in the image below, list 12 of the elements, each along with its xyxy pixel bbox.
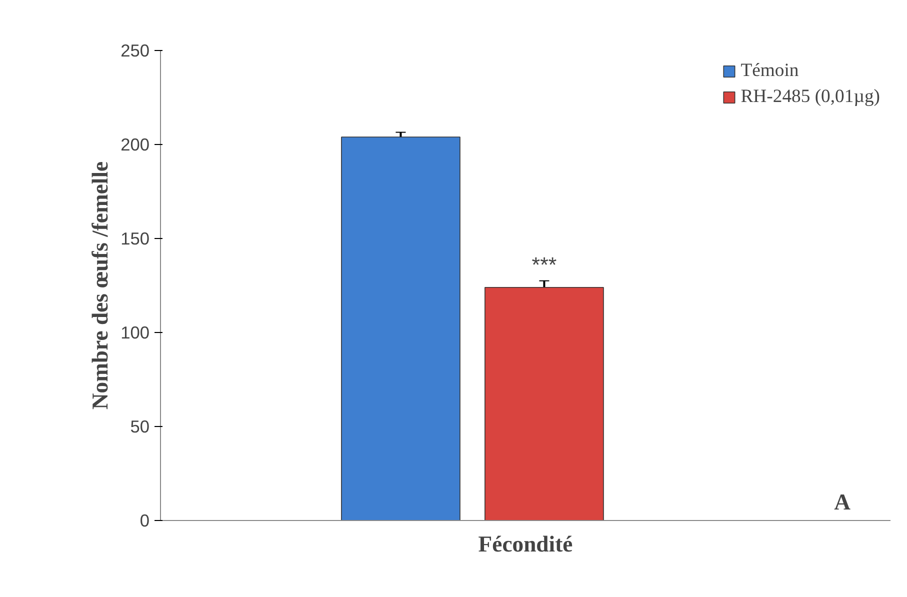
x-axis-title: Fécondité [478,532,573,556]
legend-label: RH-2485 (0,01µg) [740,86,880,108]
y-tick-label: 250 [120,40,150,60]
y-tick-label: 200 [120,134,150,154]
y-tick-label: 100 [120,322,150,342]
annotation: *** [532,252,557,277]
y-tick-label: 150 [120,228,150,248]
annotation: A [834,490,852,514]
y-tick-label: 0 [140,510,150,530]
y-tick-label: 50 [130,416,150,436]
y-axis-title: Nombre des œufs /femelle [88,161,113,410]
legend-label: Témoin [740,60,799,82]
